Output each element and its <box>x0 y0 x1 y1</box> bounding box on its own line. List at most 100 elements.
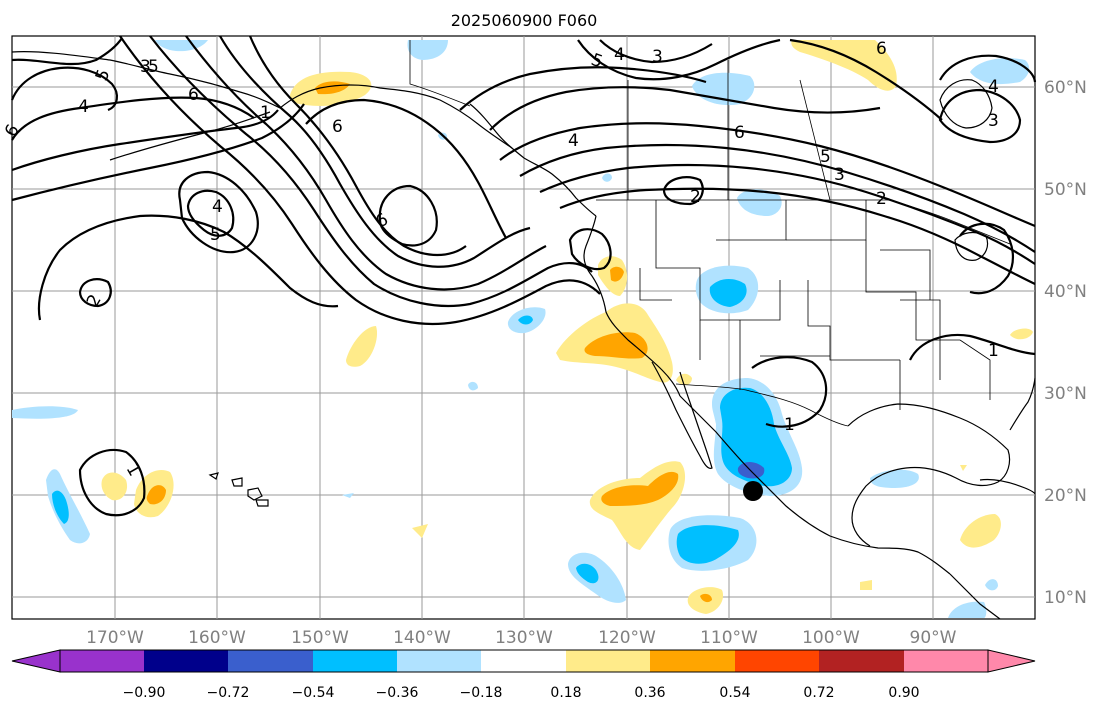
shade-yellow-central-america <box>960 514 1001 548</box>
coast-central-america <box>949 573 1001 620</box>
shade-orange-pacific-center <box>601 471 679 506</box>
border-states-1 <box>655 200 781 321</box>
shade-yellow-yucatan <box>960 465 967 471</box>
coast-hawaii-4 <box>255 499 269 507</box>
border-states-10 <box>880 249 931 410</box>
coast-florida <box>1009 377 1036 431</box>
colorbar-segment <box>11 649 61 673</box>
coast-hawaii-3 <box>247 487 263 501</box>
contour-31 <box>909 334 1036 361</box>
colorbar-tick-label: −0.72 <box>207 685 250 701</box>
shade-yellow-florida-edge <box>1010 328 1033 340</box>
colorbar-segment <box>313 650 397 672</box>
contour-label: 3 <box>652 47 663 67</box>
contour-12 <box>185 35 547 291</box>
coast-hudson <box>939 79 993 129</box>
colorbar-segment <box>60 650 144 672</box>
shade-yellow-central-north-pacific <box>346 326 378 367</box>
colorbar-segment <box>228 650 313 672</box>
contour-29 <box>789 38 943 121</box>
contour-label: 6 <box>734 123 745 143</box>
lat-label: 60°N <box>1044 78 1087 98</box>
shade-yellow-tiny-pacific <box>412 524 428 538</box>
shade-lightblue-west <box>46 469 90 544</box>
shade-yellow-hawaii-west <box>101 472 128 501</box>
coast-mexico <box>679 395 951 575</box>
shade-blue-pacific-sw <box>576 563 599 584</box>
shade-blue-west <box>52 490 69 524</box>
coast-us-west <box>583 215 681 397</box>
shade-yellow-canada-north <box>791 40 897 91</box>
colorbar-segment <box>481 650 566 672</box>
contour-23 <box>568 228 612 271</box>
contour-25 <box>599 39 713 64</box>
contour-17 <box>459 66 707 111</box>
contour-10 <box>248 35 467 256</box>
contour-15 <box>378 184 438 247</box>
contour-7 <box>186 189 235 237</box>
colorbar-segment <box>735 650 819 672</box>
contour-label: 5 <box>820 147 831 167</box>
lon-label: 120°W <box>598 628 656 648</box>
contour-13 <box>149 35 593 308</box>
contour-label: 1 <box>988 341 999 361</box>
lon-label: 100°W <box>802 628 860 648</box>
colorbar-tick-label: −0.18 <box>460 685 503 701</box>
coast-gulf <box>847 403 1011 547</box>
colorbar-segment <box>144 650 228 672</box>
lat-label: 40°N <box>1044 282 1087 302</box>
shade-lightblue-bottom-right <box>948 601 987 618</box>
border-states-8 <box>900 299 941 380</box>
lon-label: 160°W <box>188 628 246 648</box>
shade-lightblue-right-edge <box>985 579 998 591</box>
lon-label: 130°W <box>495 628 553 648</box>
shade-blue-mexico <box>720 387 792 487</box>
contour-label: 6 <box>188 85 199 105</box>
contour-3 <box>11 96 255 141</box>
colorbar-tick-label: 0.54 <box>719 685 750 701</box>
contour-label: 4 <box>78 97 89 117</box>
contour-label: 5 <box>148 57 159 77</box>
contour-label: 2 <box>876 189 887 209</box>
lat-axis-labels: 60°N 50°N 40°N 30°N 20°N 10°N <box>1044 78 1087 608</box>
contour-27 <box>938 88 1022 144</box>
contour-9 <box>78 278 112 308</box>
contour-21 <box>539 163 1036 265</box>
contour-label: 6 <box>876 39 887 59</box>
border-states-7 <box>639 268 672 301</box>
colorbar-segment <box>819 650 904 672</box>
colorbar-outline <box>59 649 989 673</box>
contour-1 <box>11 37 123 66</box>
map-area: 5 4 3 6 4 5 2 6 6 5 4 3 6 4 3 6 4 5 3 2 … <box>1 35 1037 620</box>
border-states-9 <box>699 320 991 400</box>
colorbar-tick-label: 0.36 <box>634 685 665 701</box>
shade-blue-offshore-ca <box>518 315 533 325</box>
shade-lightblue-hudson <box>970 58 1030 85</box>
colorbar-tick-label: 0.72 <box>803 685 834 701</box>
shade-orange-hawaii-east <box>146 485 166 505</box>
colorbar-tick-label: 0.18 <box>550 685 581 701</box>
contour-8 <box>37 214 339 321</box>
contour-label: 1 <box>784 415 795 435</box>
lat-label: 30°N <box>1044 384 1087 404</box>
lon-label: 140°W <box>393 628 451 648</box>
shade-yellow-tiny-east <box>860 580 872 590</box>
location-marker <box>743 481 763 501</box>
shade-lightblue-vancouver <box>602 173 612 182</box>
contour-label: 4 <box>568 131 579 151</box>
shade-lightblue-bc <box>737 189 782 216</box>
shade-orange-pacific-small <box>700 593 712 603</box>
shade-lightblue-tiny-hawaii <box>342 493 354 498</box>
contour-33 <box>78 448 146 517</box>
contour-label: 4 <box>614 45 625 65</box>
contours <box>10 35 1037 517</box>
coast-aleutians <box>109 111 271 161</box>
contour-22 <box>559 187 1036 285</box>
border-alaska-canada <box>409 40 471 107</box>
shade-blue-pacific-south <box>676 525 739 564</box>
contour-2 <box>10 66 118 112</box>
shade-lightblue-top-center <box>407 40 448 60</box>
contour-11 <box>219 35 531 268</box>
shade-lightblue-west-edge <box>12 406 78 419</box>
contour-30 <box>959 222 1014 295</box>
